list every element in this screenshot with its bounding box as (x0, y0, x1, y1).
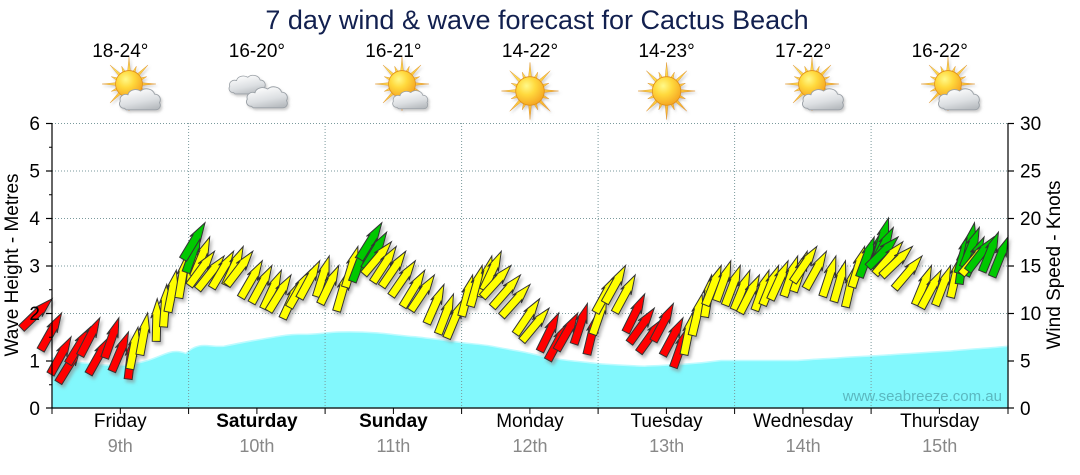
svg-text:17-22°: 17-22° (775, 41, 831, 62)
svg-text:25: 25 (1020, 162, 1041, 183)
svg-text:9th: 9th (108, 436, 133, 456)
svg-text:Friday: Friday (94, 411, 147, 432)
svg-text:Sunday: Sunday (359, 411, 428, 432)
svg-text:6: 6 (29, 114, 40, 135)
svg-text:Thursday: Thursday (900, 411, 980, 432)
svg-text:Tuesday: Tuesday (631, 411, 704, 432)
svg-text:0: 0 (29, 399, 40, 420)
svg-text:4: 4 (29, 209, 40, 230)
svg-text:1: 1 (29, 352, 40, 373)
svg-text:16-20°: 16-20° (229, 41, 285, 62)
svg-text:0: 0 (1020, 399, 1031, 420)
svg-text:30: 30 (1020, 114, 1041, 135)
svg-text:10: 10 (1020, 304, 1041, 325)
svg-text:15th: 15th (922, 436, 957, 456)
svg-text:16-22°: 16-22° (912, 41, 968, 62)
svg-text:20: 20 (1020, 209, 1041, 230)
svg-text:5: 5 (29, 162, 40, 183)
svg-text:16-21°: 16-21° (365, 41, 421, 62)
svg-text:14-23°: 14-23° (638, 41, 694, 62)
svg-text:Monday: Monday (496, 411, 564, 432)
svg-text:18-24°: 18-24° (92, 41, 148, 62)
svg-text:www.seabreeze.com.au: www.seabreeze.com.au (842, 388, 1002, 405)
svg-text:5: 5 (1020, 352, 1031, 373)
svg-text:3: 3 (29, 257, 40, 278)
svg-text:2: 2 (29, 304, 40, 325)
svg-text:Wind Speed - Knots: Wind Speed - Knots (1044, 181, 1065, 350)
svg-text:15: 15 (1020, 257, 1041, 278)
svg-text:Wednesday: Wednesday (753, 411, 853, 432)
svg-text:10th: 10th (239, 436, 274, 456)
svg-text:14th: 14th (786, 436, 821, 456)
svg-text:12th: 12th (512, 436, 547, 456)
svg-text:13th: 13th (649, 436, 684, 456)
svg-text:11th: 11th (377, 436, 411, 456)
svg-text:Wave Height - Metres: Wave Height - Metres (2, 173, 23, 356)
svg-text:14-22°: 14-22° (502, 41, 558, 62)
svg-text:Saturday: Saturday (216, 411, 298, 432)
